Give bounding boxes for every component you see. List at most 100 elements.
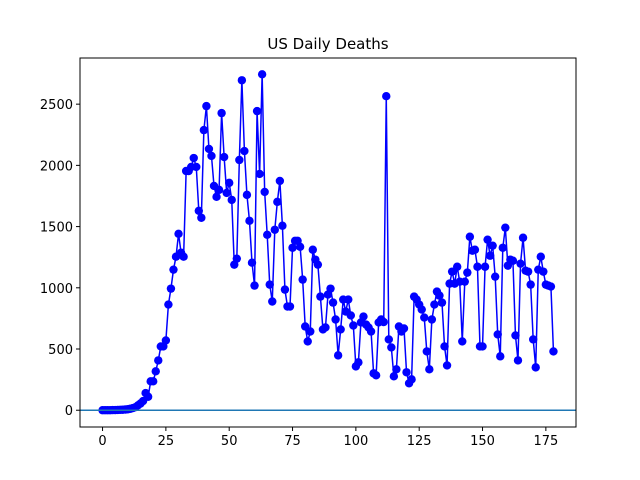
plot-frame bbox=[79, 57, 577, 428]
point bbox=[528, 335, 538, 344]
point bbox=[422, 347, 431, 356]
point bbox=[427, 315, 437, 324]
point bbox=[194, 206, 204, 215]
point bbox=[346, 311, 355, 320]
point bbox=[536, 252, 545, 261]
point bbox=[298, 275, 307, 284]
point bbox=[379, 317, 388, 327]
point bbox=[371, 371, 381, 380]
point bbox=[316, 292, 325, 301]
x-tick-label: 175 bbox=[533, 434, 558, 449]
point bbox=[174, 229, 183, 239]
point bbox=[214, 185, 224, 195]
point bbox=[473, 262, 482, 271]
point bbox=[465, 232, 475, 241]
y-tick-label: 1000 bbox=[40, 282, 73, 297]
point bbox=[539, 267, 548, 276]
point bbox=[549, 347, 558, 356]
point bbox=[252, 106, 262, 116]
point bbox=[149, 377, 158, 386]
point bbox=[313, 260, 323, 269]
point bbox=[217, 108, 226, 118]
point bbox=[349, 321, 358, 330]
point bbox=[463, 268, 472, 277]
point bbox=[399, 324, 409, 333]
point bbox=[501, 223, 510, 232]
point bbox=[498, 243, 507, 252]
point bbox=[417, 305, 426, 314]
point bbox=[470, 245, 480, 254]
point bbox=[354, 358, 363, 367]
point bbox=[240, 146, 249, 156]
point bbox=[407, 375, 416, 384]
point bbox=[326, 284, 335, 293]
point bbox=[219, 152, 229, 162]
y-tick-label: 2500 bbox=[40, 98, 73, 113]
point bbox=[143, 392, 153, 401]
point bbox=[523, 267, 533, 276]
point bbox=[321, 323, 330, 332]
point bbox=[199, 125, 209, 135]
point bbox=[392, 365, 401, 374]
point bbox=[255, 169, 264, 179]
x-tick-label: 0 bbox=[98, 434, 106, 449]
point bbox=[493, 330, 502, 339]
point bbox=[526, 280, 535, 289]
point bbox=[546, 282, 556, 291]
point bbox=[435, 291, 444, 300]
point bbox=[166, 284, 176, 293]
point bbox=[154, 356, 163, 365]
point bbox=[420, 313, 429, 322]
point bbox=[382, 91, 391, 101]
x-tick-label: 75 bbox=[284, 434, 301, 449]
point bbox=[336, 325, 345, 334]
y-tick-label: 0 bbox=[65, 404, 73, 419]
point bbox=[268, 297, 277, 306]
point bbox=[306, 327, 315, 336]
point bbox=[488, 241, 497, 250]
point bbox=[161, 336, 171, 345]
point bbox=[257, 70, 267, 79]
point bbox=[265, 280, 274, 289]
x-tick-label: 50 bbox=[221, 434, 238, 449]
point bbox=[212, 192, 221, 202]
point bbox=[247, 258, 257, 267]
point bbox=[275, 176, 285, 186]
point bbox=[303, 337, 312, 346]
chart-title: US Daily Deaths bbox=[267, 35, 388, 53]
point bbox=[270, 225, 280, 234]
x-tick-label: 100 bbox=[343, 434, 368, 449]
point bbox=[478, 342, 487, 351]
point bbox=[328, 298, 338, 307]
point bbox=[288, 243, 297, 252]
x-tick-label: 25 bbox=[158, 434, 175, 449]
point bbox=[387, 343, 396, 352]
x-tick-label: 125 bbox=[407, 434, 432, 449]
y-tick-label: 1500 bbox=[40, 221, 73, 236]
point bbox=[513, 356, 523, 365]
point bbox=[483, 235, 492, 244]
point bbox=[204, 144, 214, 154]
point bbox=[227, 195, 236, 205]
point bbox=[151, 367, 160, 376]
x-tick-label: 150 bbox=[470, 434, 495, 449]
point bbox=[425, 365, 434, 374]
point bbox=[440, 342, 449, 351]
point bbox=[366, 327, 376, 336]
point bbox=[235, 155, 244, 165]
point bbox=[458, 337, 467, 346]
point bbox=[333, 351, 343, 360]
point bbox=[295, 242, 305, 251]
point bbox=[480, 262, 490, 271]
point bbox=[285, 302, 295, 311]
point bbox=[518, 233, 528, 242]
point bbox=[496, 352, 505, 361]
point bbox=[263, 230, 272, 239]
point bbox=[460, 277, 469, 286]
point bbox=[402, 368, 411, 377]
point bbox=[384, 335, 393, 344]
point bbox=[516, 259, 525, 268]
point bbox=[250, 281, 259, 290]
point bbox=[232, 254, 242, 263]
